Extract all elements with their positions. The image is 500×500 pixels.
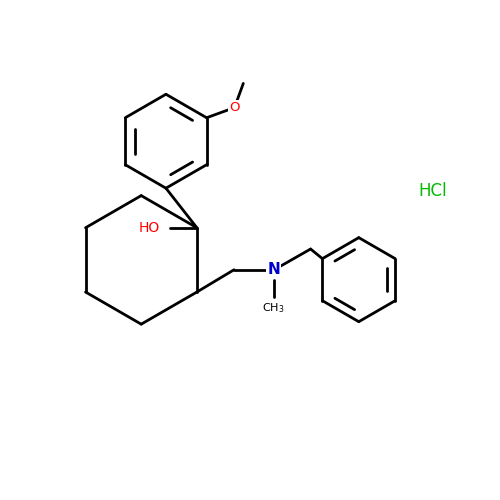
Text: N: N bbox=[267, 262, 280, 278]
Text: CH$_3$: CH$_3$ bbox=[262, 301, 285, 314]
Text: HO: HO bbox=[138, 221, 160, 235]
Text: O: O bbox=[230, 101, 240, 114]
Text: HCl: HCl bbox=[418, 182, 448, 200]
